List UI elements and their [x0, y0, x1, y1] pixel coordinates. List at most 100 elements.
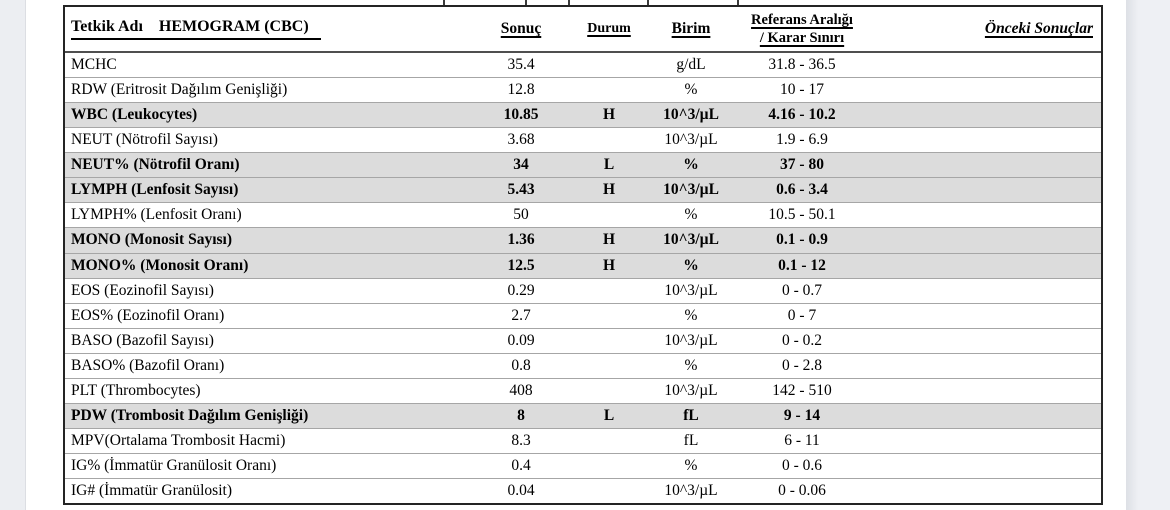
unit-cell: % [684, 356, 698, 374]
unit-cell: 10^3/µL [663, 106, 719, 124]
cropped-row-tick [443, 0, 445, 6]
test-name-cell: MPV(Ortalama Trombosit Hacmi) [71, 431, 286, 449]
reference-range-cell: 10 - 17 [780, 81, 824, 99]
result-cell: 0.4 [511, 457, 531, 475]
test-name-cell: MONO% (Monosit Oranı) [71, 256, 249, 274]
unit-cell: % [683, 156, 699, 174]
result-cell: 0.29 [507, 281, 535, 299]
test-name-cell: WBC (Leukocytes) [71, 106, 198, 124]
page-margin-left [0, 0, 26, 510]
reference-range-cell: 9 - 14 [783, 406, 821, 424]
cropped-row-tick [525, 0, 527, 6]
reference-range-cell: 0 - 7 [787, 306, 817, 324]
test-name-cell: BASO (Bazofil Sayısı) [71, 331, 214, 349]
unit-cell: 10^3/µL [664, 131, 718, 149]
status-flag-cell: L [603, 156, 615, 174]
table-row: EOS (Eozinofil Sayısı) 0.29 10^3/µL 0 - … [65, 277, 1101, 303]
reference-range-cell: 0.6 - 3.4 [776, 181, 828, 199]
test-name-cell: IG# (İmmatür Granülosit) [71, 482, 232, 500]
reference-range-cell: 142 - 510 [772, 381, 832, 399]
column-header-test-name: Tetkik Adı HEMOGRAM (CBC) [65, 18, 465, 40]
table-row: BASO (Bazofil Sayısı) 0.09 10^3/µL 0 - 0… [65, 327, 1101, 353]
result-cell: 0.04 [507, 482, 535, 500]
unit-cell: 10^3/µL [664, 281, 718, 299]
table-row: MONO% (Monosit Oranı) 12.5 H % 0.1 - 12 [65, 252, 1101, 278]
unit-cell: % [684, 81, 698, 99]
reference-range-cell: 37 - 80 [780, 156, 824, 174]
result-cell: 3.68 [507, 131, 535, 149]
test-name-cell: EOS (Eozinofil Sayısı) [71, 281, 214, 299]
reference-range-cell: 0 - 0.6 [781, 457, 823, 475]
column-header-unit: Birim [671, 20, 711, 37]
lab-report-table: Tetkik Adı HEMOGRAM (CBC) Sonuç Durum Bir… [63, 5, 1103, 505]
table-row: NEUT (Nötrofil Sayısı) 3.68 10^3/µL 1.9 … [65, 127, 1101, 152]
table-row: LYMPH% (Lenfosit Oranı) 50 % 10.5 - 50.1 [65, 202, 1101, 227]
reference-range-cell: 0 - 0.7 [781, 281, 823, 299]
test-name-label: Tetkik Adı [71, 18, 143, 35]
test-name-cell: MONO (Monosit Sayısı) [71, 231, 233, 249]
reference-range-cell: 10.5 - 50.1 [768, 206, 836, 224]
status-flag-cell: H [602, 181, 616, 199]
test-name-cell: BASO% (Bazofil Oranı) [71, 356, 225, 374]
test-name-header-group: Tetkik Adı HEMOGRAM (CBC) [71, 18, 321, 40]
table-header-row: Tetkik Adı HEMOGRAM (CBC) Sonuç Durum Bir… [65, 7, 1101, 53]
unit-cell: % [684, 306, 698, 324]
status-flag-cell: H [602, 256, 616, 274]
status-flag-cell: H [602, 231, 616, 249]
reference-range-cell: 0.1 - 12 [778, 256, 826, 274]
unit-cell: % [684, 206, 698, 224]
test-name-cell: LYMPH (Lenfosit Sayısı) [71, 181, 239, 199]
unit-cell: 10^3/µL [664, 381, 718, 399]
result-cell: 12.5 [507, 256, 535, 274]
unit-cell: 10^3/µL [663, 231, 719, 249]
table-row: MONO (Monosit Sayısı) 1.36 H 10^3/µL 0.1… [65, 227, 1101, 253]
cropped-row-tick [647, 0, 649, 6]
unit-cell: 10^3/µL [664, 331, 718, 349]
column-header-status: Durum [587, 21, 631, 36]
unit-cell: fL [683, 431, 699, 449]
table-row: IG% (İmmatür Granülosit Oranı) 0.4 % 0 -… [65, 453, 1101, 478]
table-row: MPV(Ortalama Trombosit Hacmi) 8.3 fL 6 -… [65, 427, 1101, 453]
result-cell: 408 [509, 381, 533, 399]
reference-range-cell: 4.16 - 10.2 [768, 106, 836, 124]
test-name-cell: IG% (İmmatür Granülosit Oranı) [71, 457, 277, 475]
reference-range-cell: 0 - 0.2 [781, 331, 823, 349]
table-row: EOS% (Eozinofil Oranı) 2.7 % 0 - 7 [65, 302, 1101, 328]
result-cell: 2.7 [511, 306, 531, 324]
result-cell: 10.85 [503, 106, 539, 124]
table-row: LYMPH (Lenfosit Sayısı) 5.43 H 10^3/µL 0… [65, 177, 1101, 203]
test-name-cell: PDW (Trombosit Dağılım Genişliği) [71, 406, 309, 424]
table-row: MCHC 35.4 g/dL 31.8 - 36.5 [65, 53, 1101, 77]
unit-cell: % [683, 256, 699, 274]
table-row: PDW (Trombosit Dağılım Genişliği) 8 L fL… [65, 402, 1101, 428]
table-row: PLT (Thrombocytes) 408 10^3/µL 142 - 510 [65, 377, 1101, 403]
result-cell: 1.36 [507, 231, 535, 249]
reference-range-cell: 6 - 11 [784, 431, 820, 449]
table-row: NEUT% (Nötrofil Oranı) 34 L % 37 - 80 [65, 152, 1101, 178]
reference-range-cell: 0 - 2.8 [781, 356, 823, 374]
test-name-cell: PLT (Thrombocytes) [71, 381, 201, 399]
table-body: MCHC 35.4 g/dL 31.8 - 36.5 RDW (Eritrosi… [65, 53, 1101, 503]
cropped-row-tick [568, 0, 570, 6]
cropped-row-tick [737, 0, 739, 6]
test-name-cell: LYMPH% (Lenfosit Oranı) [71, 206, 242, 224]
result-cell: 8.3 [511, 431, 531, 449]
test-name-cell: MCHC [71, 56, 117, 74]
result-cell: 35.4 [507, 56, 535, 74]
reference-range-cell: 31.8 - 36.5 [768, 56, 836, 74]
page-margin-right [1126, 0, 1170, 510]
result-cell: 5.43 [507, 181, 535, 199]
column-header-result: Sonuç [500, 20, 542, 37]
column-header-reference: Referans Aralığı / Karar Sınırı [751, 11, 853, 46]
reference-range-cell: 0.1 - 0.9 [776, 231, 828, 249]
test-name-cell: RDW (Eritrosit Dağılım Genişliği) [71, 81, 288, 99]
unit-cell: g/dL [676, 56, 706, 74]
unit-cell: 10^3/µL [664, 482, 718, 500]
result-cell: 12.8 [507, 81, 535, 99]
unit-cell: 10^3/µL [663, 181, 719, 199]
test-name-cell: NEUT% (Nötrofil Oranı) [71, 156, 240, 174]
unit-cell: fL [683, 406, 699, 424]
reference-range-cell: 0 - 0.06 [778, 482, 826, 500]
reference-range-cell: 1.9 - 6.9 [776, 131, 828, 149]
result-cell: 0.8 [511, 356, 531, 374]
